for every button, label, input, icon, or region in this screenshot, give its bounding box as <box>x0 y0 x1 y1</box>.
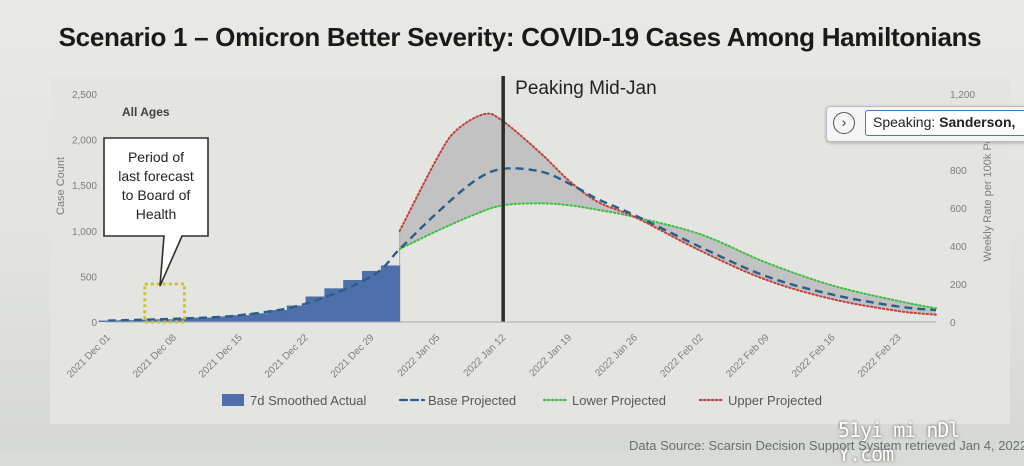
data-source-note: Data Source: Scarsin Decision Support Sy… <box>629 438 1024 453</box>
chart-subtitle: All Ages <box>122 105 170 119</box>
actual-bar <box>381 266 400 323</box>
speaking-indicator[interactable]: › Speaking: Sanderson, <box>826 106 1024 142</box>
legend-swatch-actual <box>222 394 244 406</box>
forecast-callout-line: Period of <box>128 149 184 165</box>
speaker-name: Sanderson, <box>939 114 1015 130</box>
y2-tick-label: 0 <box>950 318 956 329</box>
y2-tick-label: 600 <box>950 204 967 215</box>
y-tick-label: 500 <box>80 272 97 283</box>
chart: Peaking Mid-Jan 0 500 1,000 1,500 2,000 2,500… <box>0 0 1024 450</box>
legend-label: 7d Smoothed Actual <box>250 393 366 408</box>
y-tick-label: 2,500 <box>72 90 97 101</box>
y2-tick-label: 800 <box>950 166 967 177</box>
y2-tick-label: 200 <box>950 280 967 291</box>
y-axis-title: Case Count <box>55 157 67 215</box>
forecast-callout-line: to Board of <box>122 187 191 203</box>
y2-tick-label: 400 <box>950 242 967 253</box>
y2-axis-title: Weekly Rate per 100k Popul <box>982 122 994 261</box>
forecast-callout-line: last forecast <box>118 168 194 184</box>
speaking-label: Speaking: Sanderson, <box>865 110 1024 136</box>
legend-label: Lower Projected <box>572 393 666 408</box>
actual-bar <box>362 271 381 322</box>
chevron-right-icon[interactable]: › <box>833 112 855 134</box>
speaking-prefix: Speaking: <box>873 114 935 130</box>
actual-bar <box>324 288 343 322</box>
peak-label: Peaking Mid-Jan <box>515 78 657 99</box>
legend-label: Base Projected <box>428 393 516 408</box>
y-tick-label: 0 <box>91 318 97 329</box>
y-tick-label: 1,000 <box>72 227 97 238</box>
legend-label: Upper Projected <box>728 393 822 408</box>
y-tick-label: 1,500 <box>72 181 97 192</box>
y2-tick-label: 1,200 <box>950 90 975 101</box>
y-tick-label: 2,000 <box>72 136 97 147</box>
forecast-callout-line: Health <box>136 206 176 222</box>
